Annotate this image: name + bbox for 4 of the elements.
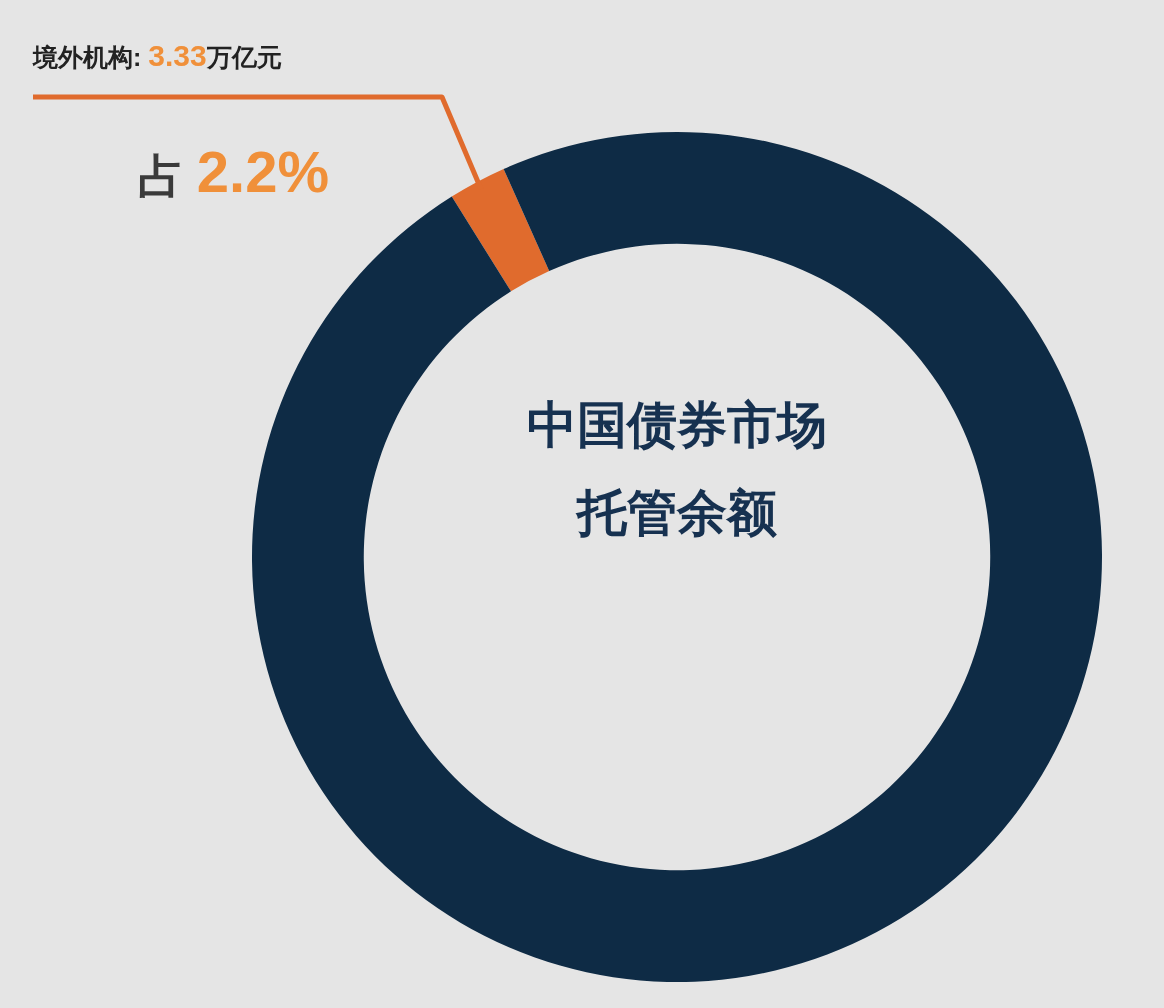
text: : 3.33万亿元 bbox=[133, 39, 282, 72]
slice-label: 境外机构 bbox=[32, 43, 133, 71]
text: 中国债券市场托管余额 bbox=[527, 397, 827, 541]
data-label: 占 2.2% bbox=[138, 139, 329, 204]
